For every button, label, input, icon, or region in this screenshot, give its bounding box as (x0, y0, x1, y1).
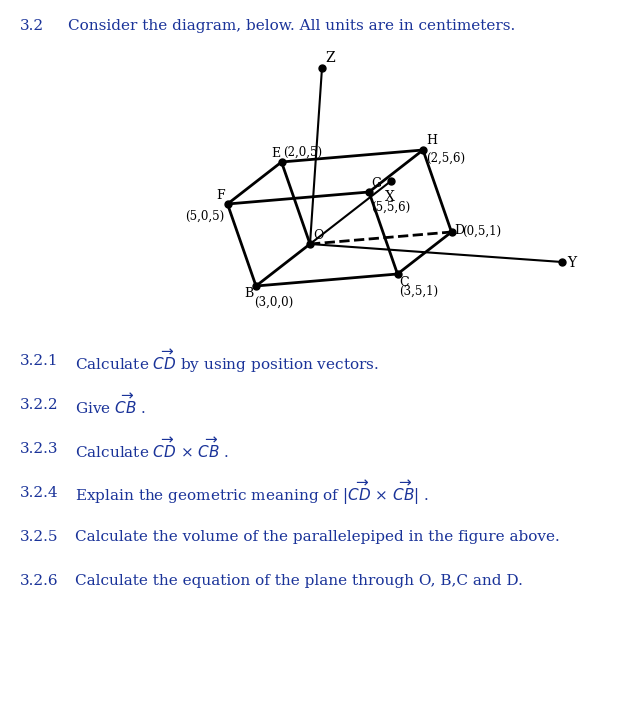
Text: Explain the geometric meaning of $|\overrightarrow{CD}$ × $\overrightarrow{CB}|$: Explain the geometric meaning of $|\over… (75, 479, 429, 507)
Text: (0,5,1): (0,5,1) (463, 224, 502, 237)
Text: B: B (245, 287, 254, 300)
Text: Consider the diagram, below. All units are in centimeters.: Consider the diagram, below. All units a… (68, 19, 515, 33)
Text: O: O (313, 229, 324, 242)
Text: 3.2.4: 3.2.4 (20, 486, 59, 500)
Text: H: H (426, 134, 437, 147)
Text: Z: Z (325, 51, 335, 65)
Text: 3.2: 3.2 (20, 19, 44, 33)
Text: E: E (271, 147, 280, 160)
Text: Calculate the volume of the parallelepiped in the figure above.: Calculate the volume of the parallelepip… (75, 530, 560, 544)
Text: Give $\overrightarrow{CB}$ .: Give $\overrightarrow{CB}$ . (75, 393, 146, 417)
Text: (5,5,6): (5,5,6) (371, 201, 410, 214)
Text: G: G (371, 177, 381, 190)
Text: F: F (216, 189, 224, 202)
Text: (5,0,5): (5,0,5) (186, 210, 224, 223)
Text: 3.2.3: 3.2.3 (20, 442, 58, 456)
Text: 3.2.1: 3.2.1 (20, 354, 59, 368)
Text: Calculate $\overrightarrow{CD}$ × $\overrightarrow{CB}$ .: Calculate $\overrightarrow{CD}$ × $\over… (75, 437, 229, 461)
Text: (3,5,1): (3,5,1) (399, 285, 439, 298)
Text: (2,0,5): (2,0,5) (283, 146, 323, 159)
Text: 3.2.5: 3.2.5 (20, 530, 58, 544)
Text: Calculate $\overrightarrow{CD}$ by using position vectors.: Calculate $\overrightarrow{CD}$ by using… (75, 347, 379, 375)
Text: Calculate the equation of the plane through O, B,C and D.: Calculate the equation of the plane thro… (75, 574, 523, 588)
Text: 3.2.6: 3.2.6 (20, 574, 59, 588)
Text: (2,5,6): (2,5,6) (426, 152, 465, 165)
Text: X: X (385, 190, 395, 204)
Text: D: D (455, 224, 465, 237)
Text: Y: Y (567, 256, 576, 270)
Text: C: C (399, 276, 409, 289)
Text: (3,0,0): (3,0,0) (254, 296, 293, 309)
Text: 3.2.2: 3.2.2 (20, 398, 59, 412)
